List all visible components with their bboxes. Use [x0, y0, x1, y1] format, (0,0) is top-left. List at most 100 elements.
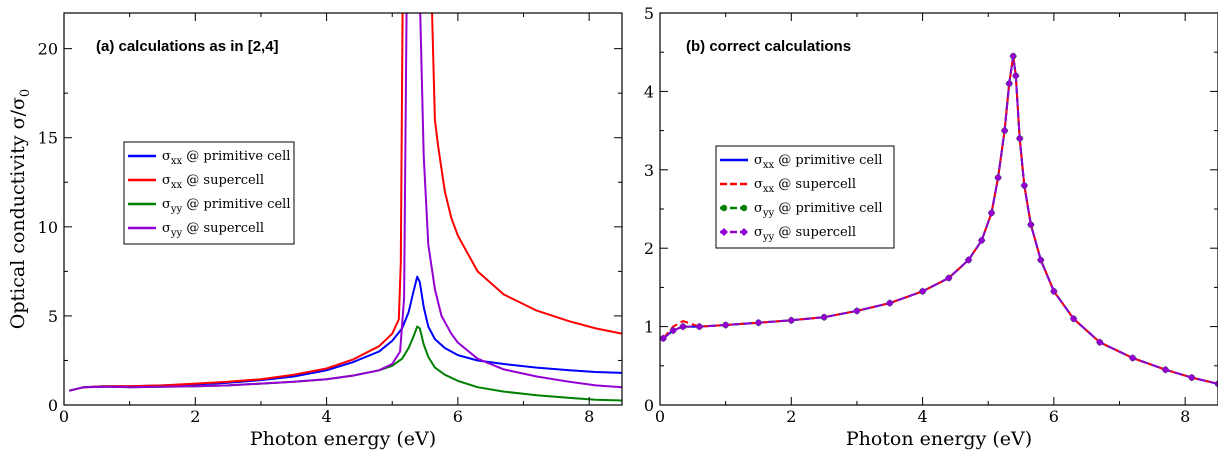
legend-rest: @ primitive cell — [182, 197, 290, 212]
data-point-diamond — [1187, 373, 1196, 382]
legend-label-4: σyy @ supercell — [162, 221, 264, 239]
y-tick-label: 5 — [48, 307, 58, 326]
legend-symbol: σ — [162, 149, 171, 164]
legend-rest: @ supercell — [182, 221, 264, 236]
series-line-4 — [69, 13, 622, 392]
series-line-1 — [69, 275, 622, 392]
data-point-diamond — [977, 236, 986, 245]
data-point-diamond — [1009, 52, 1017, 60]
legend-rest: @ supercell — [774, 177, 856, 192]
y-tick-label: 0 — [644, 396, 654, 415]
data-point-diamond — [695, 322, 704, 331]
y-axis-label-main: Optical conductivity σ/σ — [7, 97, 29, 329]
plot-area — [69, 13, 622, 402]
series-line-2 — [69, 13, 622, 392]
legend-subscript: xx — [171, 180, 183, 191]
legend-symbol: σ — [754, 177, 763, 192]
x-tick-label: 4 — [917, 407, 927, 426]
x-axis-label: Photon energy (eV) — [250, 428, 436, 450]
data-point-diamond — [754, 318, 763, 327]
legend-label-4: σyy @ supercell — [754, 225, 856, 243]
y-tick-label: 15 — [38, 129, 58, 148]
data-point-diamond — [1000, 126, 1009, 135]
y-tick-label: 0 — [48, 396, 58, 415]
legend-label-2: σxx @ supercell — [754, 177, 856, 195]
data-point-diamond — [820, 313, 828, 321]
legend-subscript: yy — [170, 228, 183, 239]
x-tick-label: 0 — [59, 407, 69, 426]
data-point-diamond — [994, 173, 1002, 182]
y-tick-label: 1 — [644, 318, 654, 337]
legend-marker-circle — [720, 204, 728, 212]
data-point-diamond — [945, 274, 953, 282]
panel-title: (a) calculations as in [2,4] — [96, 38, 279, 55]
data-point-diamond — [669, 326, 677, 335]
x-tick-label: 8 — [1180, 407, 1190, 426]
y-tick-label: 20 — [38, 40, 58, 59]
plot-frame — [63, 12, 623, 406]
legend-subscript: xx — [171, 156, 183, 167]
data-point-diamond — [918, 287, 927, 296]
data-point-diamond — [1036, 256, 1045, 264]
legend-symbol: σ — [162, 173, 171, 188]
x-tick-label: 8 — [584, 407, 594, 426]
legend-symbol: σ — [162, 221, 171, 236]
data-point-diamond — [1005, 79, 1014, 88]
legend-marker-circle — [740, 204, 748, 212]
x-tick-label: 6 — [453, 407, 463, 426]
x-tick-label: 2 — [190, 407, 200, 426]
legend-label-2: σxx @ supercell — [162, 173, 264, 191]
legend-symbol: σ — [754, 225, 763, 240]
data-point-diamond — [1012, 71, 1020, 80]
legend-symbol: σ — [754, 153, 763, 168]
data-point-diamond — [1161, 365, 1170, 374]
y-axis-label: Optical conductivity σ/σ0 — [7, 89, 33, 329]
legend-rest: @ supercell — [774, 225, 856, 240]
plot-area — [660, 52, 1218, 388]
data-point-diamond — [885, 299, 894, 307]
y-axis-label-subscript: 0 — [18, 89, 33, 97]
data-point-diamond — [721, 321, 730, 329]
panel-a: 0 2 4 6 8 0 5 10 15 20 (a) calculations as in [2,4… — [7, 12, 623, 450]
legend-marker-diamond — [740, 228, 748, 236]
data-point-diamond — [1096, 338, 1104, 347]
x-axis-label: Photon energy (eV) — [846, 428, 1032, 450]
legend-subscript: yy — [762, 208, 775, 219]
x-tick-label: 2 — [786, 407, 796, 426]
x-tick-label: 0 — [655, 407, 665, 426]
data-point-diamond — [987, 209, 996, 217]
legend-rest: @ primitive cell — [182, 149, 290, 164]
data-point-diamond — [1050, 287, 1058, 296]
legend-rest: @ supercell — [182, 173, 264, 188]
data-point-diamond — [1069, 314, 1078, 323]
data-point-diamond — [1128, 354, 1137, 362]
legend-symbol: σ — [754, 201, 763, 216]
panel-b: 0 2 4 6 8 0 1 2 3 4 5 (b) correct calculations Photo… — [644, 4, 1218, 450]
legend-label-3: σyy @ primitive cell — [754, 201, 882, 219]
legend-label-1: σxx @ primitive cell — [754, 153, 882, 171]
legend-label-3: σyy @ primitive cell — [162, 197, 290, 215]
y-tick-label: 10 — [38, 218, 58, 237]
legend-marker-diamond — [720, 228, 728, 236]
y-tick-label: 2 — [644, 239, 654, 258]
y-tick-label: 4 — [644, 82, 654, 101]
x-tick-label: 4 — [321, 407, 331, 426]
y-tick-label: 3 — [644, 161, 654, 180]
legend-subscript: yy — [762, 232, 775, 243]
legend-rest: @ primitive cell — [774, 153, 882, 168]
legend-label-1: σxx @ primitive cell — [162, 149, 290, 167]
legend-rest: @ primitive cell — [774, 201, 882, 216]
x-tick-label: 6 — [1049, 407, 1059, 426]
data-point-diamond — [964, 256, 973, 264]
legend-subscript: yy — [170, 204, 183, 215]
data-point-diamond — [1020, 181, 1029, 190]
data-point-diamond — [1027, 220, 1035, 229]
y-tick-label: 5 — [644, 4, 654, 23]
legend-subscript: xx — [763, 160, 775, 171]
panel-title: (b) correct calculations — [686, 38, 851, 55]
data-point-diamond — [853, 307, 861, 315]
legend-subscript: xx — [763, 184, 775, 195]
data-point-diamond — [679, 322, 687, 331]
legend-symbol: σ — [162, 197, 171, 212]
